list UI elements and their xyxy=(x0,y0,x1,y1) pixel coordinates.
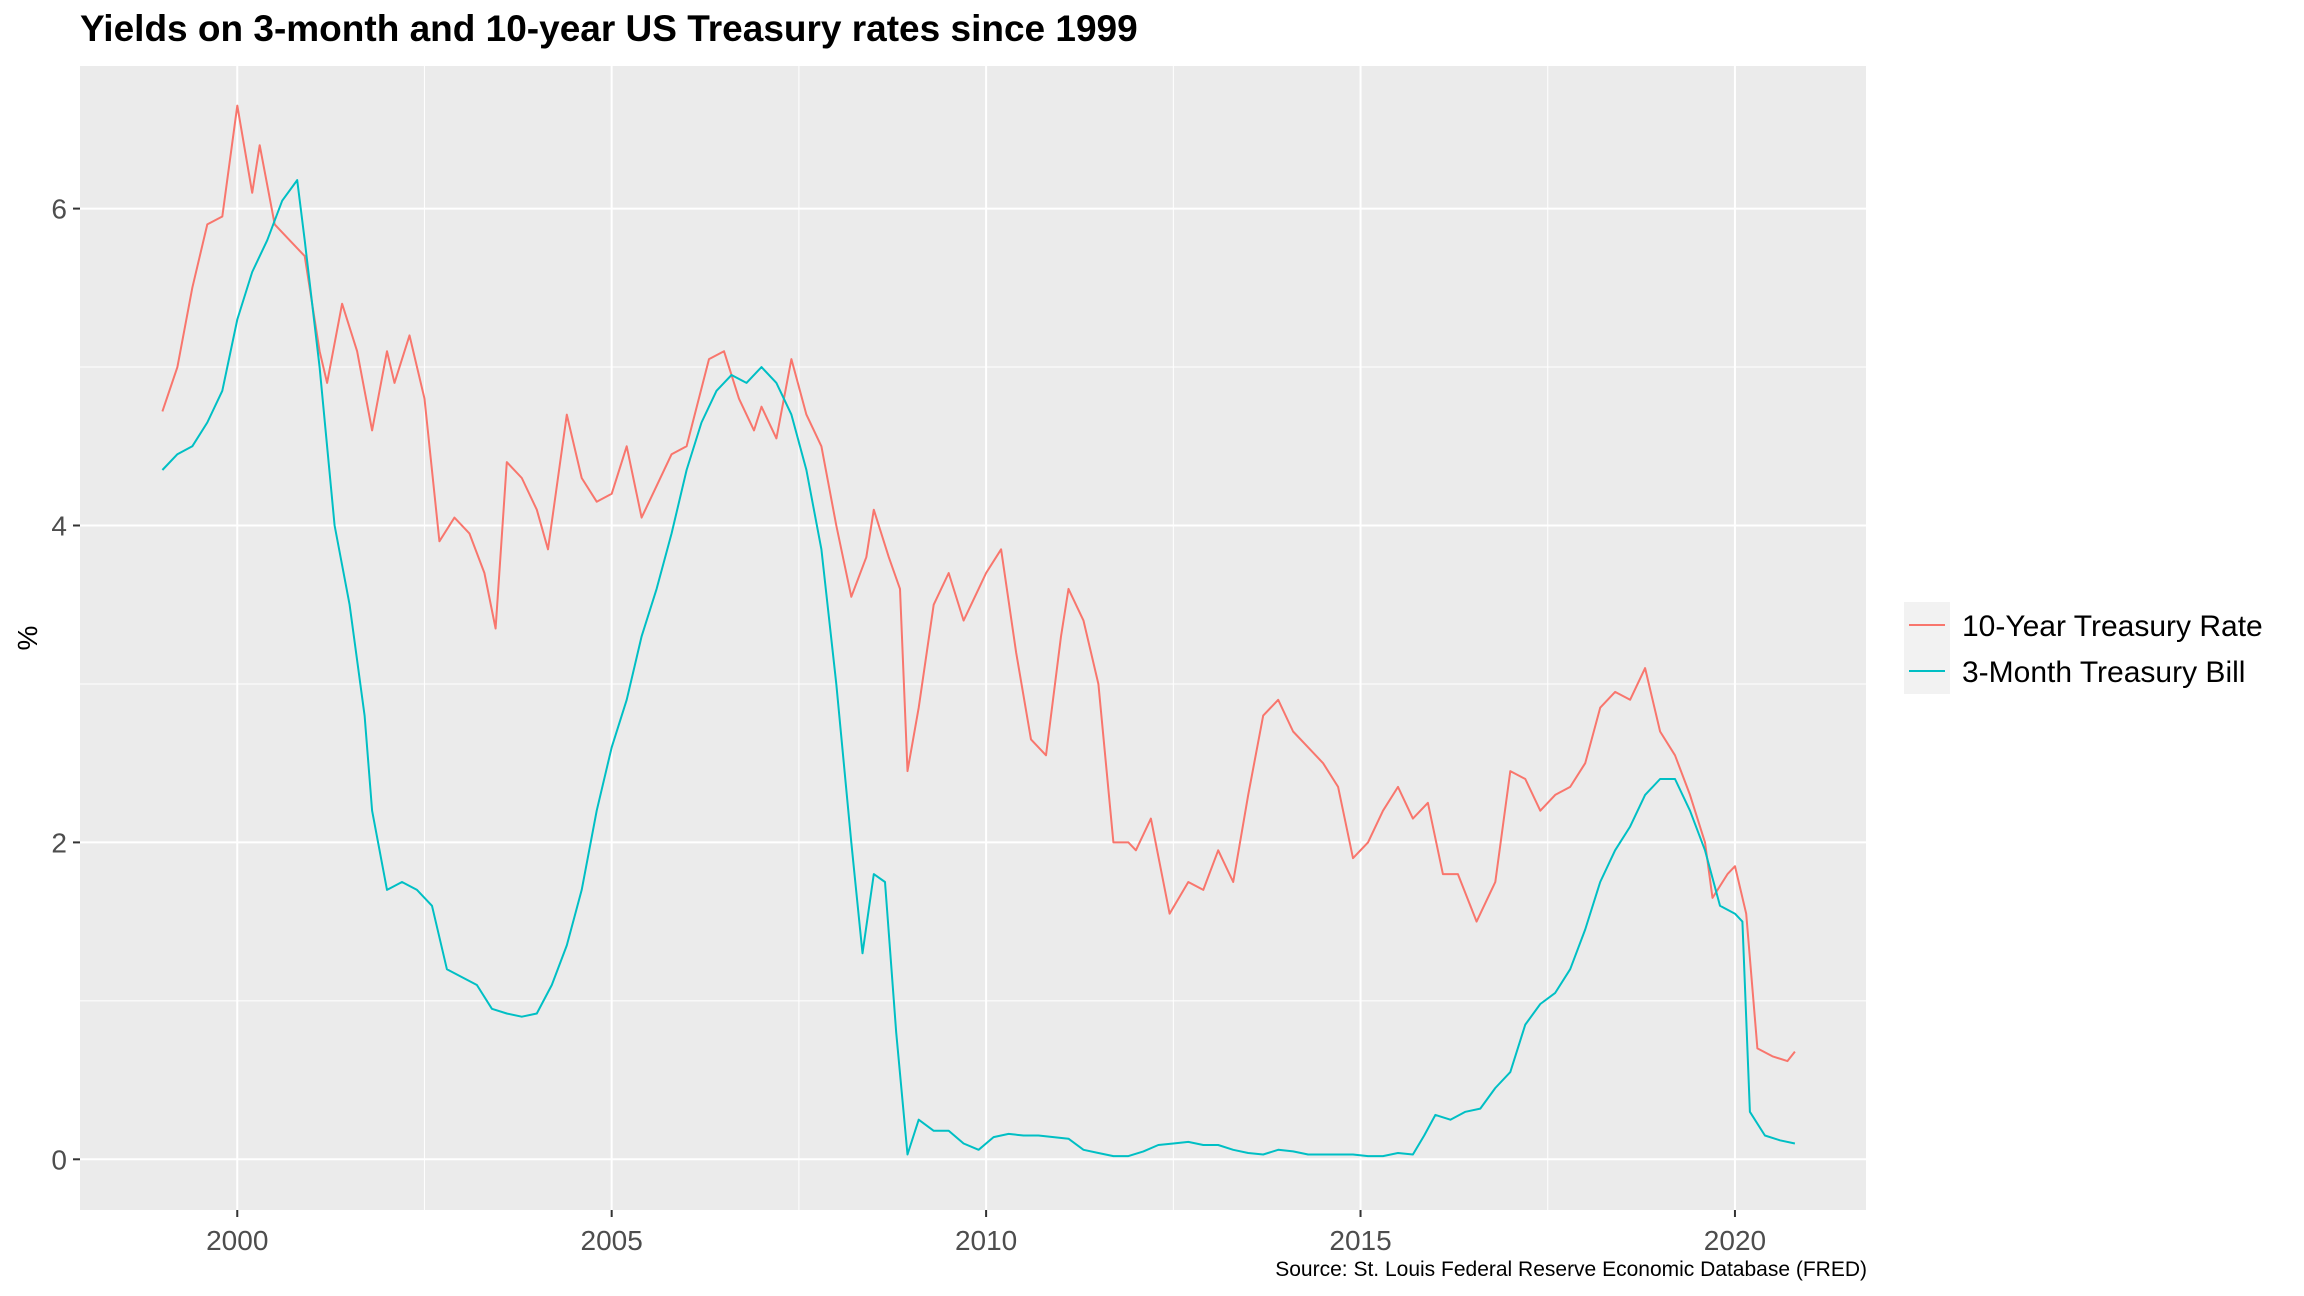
x-tick-label: 2015 xyxy=(1329,1225,1391,1256)
y-tick-label: 2 xyxy=(51,827,67,858)
legend-label: 10-Year Treasury Rate xyxy=(1962,610,2263,643)
tick-labels: 2000 2005 2010 2015 2020 0 2 4 6 xyxy=(51,194,1766,1256)
y-tick-label: 6 xyxy=(51,194,67,225)
axis-ticks xyxy=(73,207,1736,1217)
legend-label: 3-Month Treasury Bill xyxy=(1962,656,2245,689)
y-axis-title: % xyxy=(12,626,43,651)
plot-panel xyxy=(80,66,1866,1210)
series-line-ten-year xyxy=(161,104,1796,1063)
chart-title: Yields on 3-month and 10-year US Treasur… xyxy=(80,8,1138,49)
series-layer xyxy=(161,104,1796,1158)
source-caption: Source: St. Louis Federal Reserve Econom… xyxy=(1275,1258,1867,1281)
x-tick-label: 2000 xyxy=(206,1225,268,1256)
series-line-three-month xyxy=(161,179,1796,1158)
gridlines xyxy=(80,66,1866,1210)
x-tick-label: 2020 xyxy=(1704,1225,1766,1256)
x-tick-label: 2005 xyxy=(581,1225,643,1256)
y-tick-label: 0 xyxy=(51,1144,67,1175)
y-tick-label: 4 xyxy=(51,511,67,542)
x-tick-label: 2010 xyxy=(955,1225,1017,1256)
legend: 10-Year Treasury Rate 3-Month Treasury Bi… xyxy=(1904,602,2263,694)
